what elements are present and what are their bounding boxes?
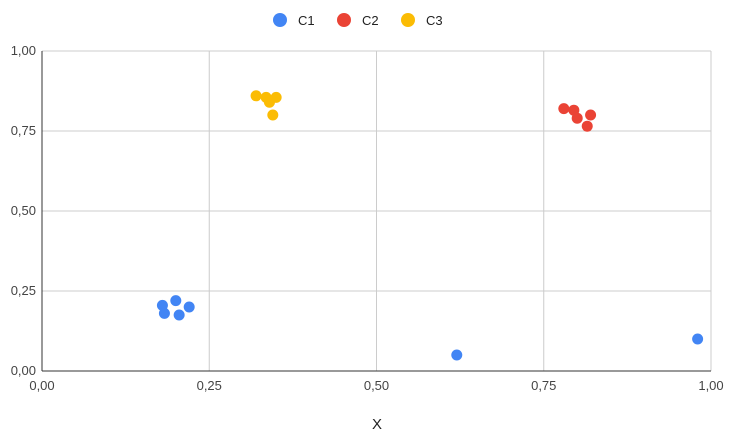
- x-axis-title: X: [372, 416, 382, 433]
- data-point-c3: [267, 109, 279, 121]
- legend-marker-c3: [401, 13, 415, 27]
- y-tick-label: 1,00: [11, 43, 36, 58]
- data-point-c3: [263, 96, 275, 108]
- legend-marker-c2: [337, 13, 351, 27]
- y-tick-label: 0,75: [11, 123, 36, 138]
- y-tick-label: 0,50: [11, 203, 36, 218]
- data-point-c2: [571, 112, 583, 124]
- x-tick-label: 0,50: [364, 378, 389, 393]
- grid: [42, 50, 712, 371]
- legend-marker-c1: [273, 13, 287, 27]
- x-tick-label: 0,00: [29, 378, 54, 393]
- data-point-c1: [451, 349, 463, 361]
- legend-label-c1: C1: [298, 13, 315, 28]
- legend: C1 C2 C3: [273, 13, 443, 28]
- data-points: [156, 90, 704, 361]
- data-point-c1: [183, 301, 195, 313]
- data-point-c1: [173, 309, 185, 321]
- legend-label-c2: C2: [362, 13, 379, 28]
- data-point-c1: [170, 295, 182, 307]
- y-axis-ticks: 0,00 0,25 0,50 0,75 1,00: [11, 43, 36, 378]
- x-tick-label: 0,25: [197, 378, 222, 393]
- y-tick-label: 0,25: [11, 283, 36, 298]
- data-point-c2: [581, 120, 593, 132]
- x-tick-label: 1,00: [698, 378, 723, 393]
- legend-label-c3: C3: [426, 13, 443, 28]
- x-tick-label: 0,75: [531, 378, 556, 393]
- data-point-c1: [158, 307, 170, 319]
- data-point-c2: [585, 109, 597, 121]
- data-point-c1: [692, 333, 704, 345]
- x-axis-ticks: 0,00 0,25 0,50 0,75 1,00: [29, 378, 723, 393]
- data-point-c3: [250, 90, 262, 102]
- data-point-c2: [558, 103, 570, 115]
- y-tick-label: 0,00: [11, 363, 36, 378]
- axes: [41, 51, 711, 372]
